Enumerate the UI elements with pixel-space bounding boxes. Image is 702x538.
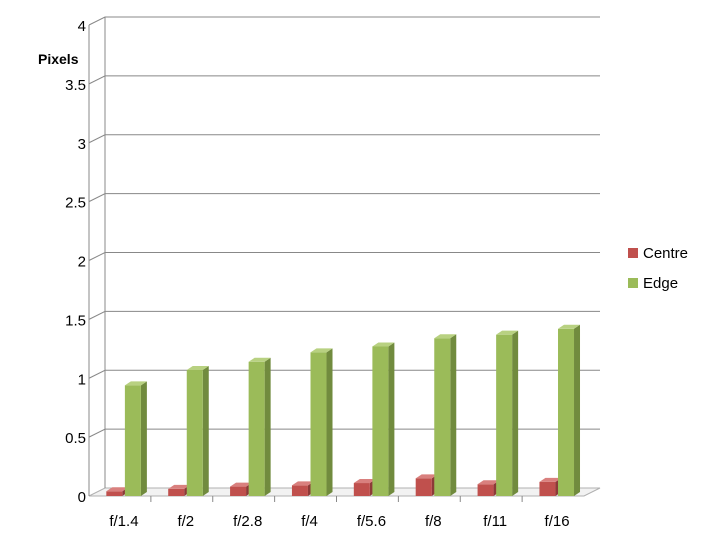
x-tick-label: f/8 [425,513,442,530]
bar-top [372,342,395,347]
bar-edge-f/8 [434,334,457,496]
bar-top [353,479,376,484]
gridline [88,16,600,26]
y-tick-label: 2 [78,254,86,271]
bar-front [434,338,451,496]
y-tick-label: 2.5 [65,195,86,212]
gridline [88,75,600,85]
bar-front [310,352,327,496]
bar-top [124,381,147,386]
x-axis-ticks: f/1.4 f/2 f/2.8 f/4 f/5.6 f/8 f/11 f/16 [109,496,570,530]
legend-swatch-centre [628,248,638,258]
bar-edge-f/1.4 [124,381,147,496]
gridline [88,310,600,320]
bar-front [477,484,494,496]
chart-floor [88,487,601,497]
y-axis-ticks: 0 0.5 1 1.5 2 2.5 3 3.5 4 [65,18,86,506]
gridlines [88,16,601,497]
bar-top [291,481,314,486]
y-tick-label: 0 [78,489,86,506]
bar-front [496,334,513,496]
bar-side [202,366,209,496]
y-tick-label: 1.5 [65,312,86,329]
y-tick-label: 4 [78,18,86,35]
bar-front [168,488,185,496]
bar-top [558,324,581,329]
bar-front [230,486,247,496]
bar-side [264,357,271,496]
bar-front [353,483,370,496]
bar-front [291,485,308,496]
x-tick-label: f/11 [483,513,507,530]
y-tick-label: 1 [78,371,86,388]
y-tick-label: 0.5 [65,430,86,447]
bar-front [124,385,141,496]
x-tick-label: f/2.8 [233,513,262,530]
y-tick-label: 3.5 [65,77,86,94]
bar-side [140,381,147,496]
bar-edge-f/4 [310,348,333,496]
y-axis-label: Pixels [38,51,79,67]
bar-edge-f/2.8 [248,357,271,496]
bar-edge-f/11 [496,330,519,496]
x-tick-label: f/1.4 [109,513,138,530]
gridline [88,193,600,203]
gridline [88,369,600,379]
bar-front [415,478,432,496]
bar-side [388,342,395,496]
bar-top [310,348,333,353]
bar-edge-f/2 [186,366,209,496]
bar-front [558,328,575,496]
bar-top [496,330,519,335]
bar-edge-f/16 [558,324,581,496]
gridline [88,428,600,438]
bar-top [539,477,562,482]
bar-top [186,366,209,371]
bar-top [106,487,129,492]
bar-top [415,474,438,479]
bar-front [248,361,265,496]
x-tick-label: f/4 [301,513,318,530]
x-tick-label: f/16 [545,513,570,530]
bar-front [372,346,389,496]
legend: Centre Edge [628,245,688,292]
bar-front [186,370,203,496]
bar-top [168,484,191,489]
bar-front [106,491,123,496]
bar-front [539,481,556,496]
bar-top [248,357,271,362]
bar-top [434,334,457,339]
x-tick-label: f/5.6 [357,513,386,530]
gridline [88,252,600,261]
gridline [88,134,600,144]
legend-swatch-edge [628,278,638,288]
bar-top [230,482,253,487]
y-tick-label: 3 [78,136,86,153]
bar-side [512,330,519,496]
bar-top [477,480,500,485]
legend-label-centre: Centre [643,245,688,262]
legend-label-edge: Edge [643,275,678,292]
bars [106,324,581,496]
x-tick-label: f/2 [177,513,194,530]
bar-side [326,348,333,496]
bar-side [574,324,581,496]
bar-edge-f/5.6 [372,342,395,496]
bar-side [450,334,457,496]
